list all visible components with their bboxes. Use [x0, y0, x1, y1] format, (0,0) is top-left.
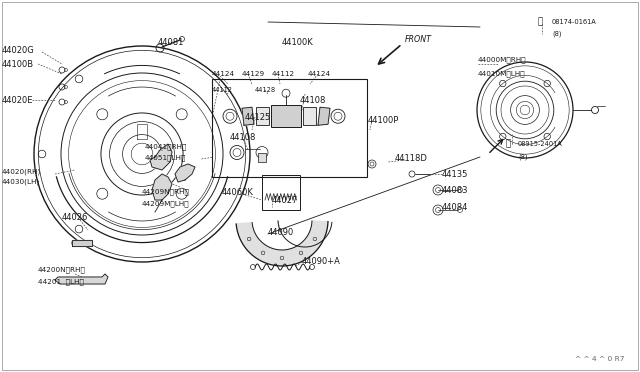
Text: 44118D: 44118D	[395, 154, 428, 163]
Polygon shape	[150, 144, 172, 170]
Polygon shape	[236, 221, 328, 266]
Text: 44135: 44135	[442, 170, 468, 179]
Text: 44200N〈RH〉: 44200N〈RH〉	[38, 267, 86, 273]
Text: 44112: 44112	[212, 87, 233, 93]
Text: 08174-0161A: 08174-0161A	[552, 19, 596, 25]
Polygon shape	[152, 174, 172, 200]
Text: 44030(LH): 44030(LH)	[2, 179, 40, 185]
Text: 44084: 44084	[442, 202, 468, 212]
Text: (8): (8)	[518, 154, 527, 160]
Text: 44041〈RH〉: 44041〈RH〉	[145, 144, 188, 150]
Text: 44000M〈RH〉: 44000M〈RH〉	[478, 57, 527, 63]
Text: 44125: 44125	[245, 112, 271, 122]
Text: 44090+A: 44090+A	[302, 257, 341, 266]
Text: 44100P: 44100P	[368, 115, 399, 125]
Text: 44209N〈RH〉: 44209N〈RH〉	[142, 189, 190, 195]
Text: 44100B: 44100B	[2, 60, 34, 68]
Text: 44209M〈LH〉: 44209M〈LH〉	[142, 201, 189, 207]
Polygon shape	[175, 164, 195, 182]
Bar	[258, 153, 266, 161]
Text: 44060K: 44060K	[222, 187, 254, 196]
Bar	[212, 79, 367, 177]
Text: (8): (8)	[552, 31, 561, 37]
Polygon shape	[55, 274, 108, 284]
Text: 44081: 44081	[158, 38, 184, 46]
Polygon shape	[318, 107, 330, 125]
Text: 44124: 44124	[308, 71, 331, 77]
Text: 44026: 44026	[62, 212, 88, 221]
Text: Ⓑ: Ⓑ	[538, 17, 543, 26]
Bar	[303, 107, 316, 125]
Text: 44128: 44128	[255, 87, 276, 93]
Text: 44020G: 44020G	[2, 45, 35, 55]
Text: ^ ^ 4 ^ 0 R7: ^ ^ 4 ^ 0 R7	[575, 356, 625, 362]
Text: 44201  〈LH〉: 44201 〈LH〉	[38, 279, 84, 285]
Text: 44027: 44027	[272, 196, 298, 205]
Bar	[256, 107, 269, 125]
Polygon shape	[242, 107, 254, 125]
Text: 44051〈LH〉: 44051〈LH〉	[145, 155, 186, 161]
Text: FRONT: FRONT	[405, 35, 432, 44]
Circle shape	[305, 111, 314, 121]
Text: 44108: 44108	[230, 132, 257, 141]
Text: 44090: 44090	[268, 228, 294, 237]
Text: 44083: 44083	[442, 186, 468, 195]
Text: 44124: 44124	[212, 71, 235, 77]
Text: 44020E: 44020E	[2, 96, 33, 105]
Text: 44010M〈LH〉: 44010M〈LH〉	[478, 71, 525, 77]
Text: 08915-2401A: 08915-2401A	[518, 141, 563, 147]
Text: 44020(RH): 44020(RH)	[2, 169, 41, 175]
Text: 44129: 44129	[242, 71, 265, 77]
Bar	[271, 105, 301, 127]
Text: 44100K: 44100K	[282, 38, 314, 46]
Polygon shape	[72, 240, 92, 246]
Text: 44108: 44108	[300, 96, 326, 105]
Text: 44112: 44112	[272, 71, 295, 77]
Text: Ⓥ: Ⓥ	[506, 140, 511, 148]
Circle shape	[257, 111, 268, 121]
Bar	[262, 175, 300, 210]
